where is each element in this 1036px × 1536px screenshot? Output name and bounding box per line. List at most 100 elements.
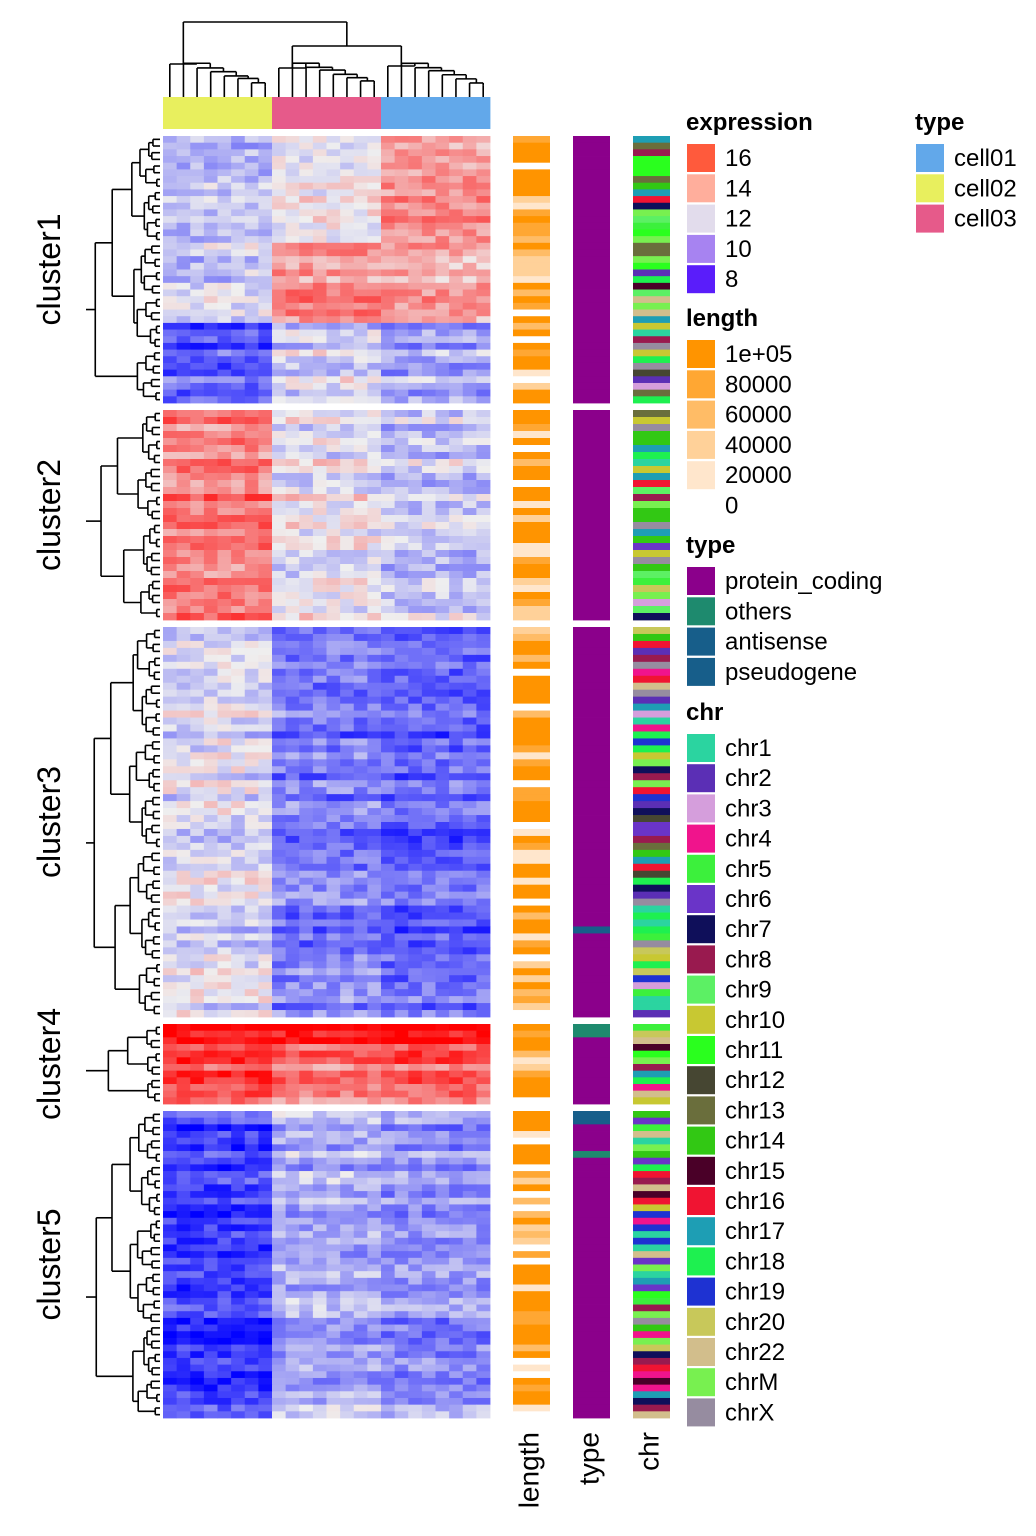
heatmap-cell — [476, 1084, 491, 1092]
heatmap-cell — [190, 640, 205, 649]
heatmap-cell — [353, 536, 368, 544]
heatmap-cell — [258, 849, 273, 858]
heatmap-cell — [476, 571, 491, 579]
heatmap-cell — [476, 606, 491, 614]
heatmap-cell — [326, 452, 341, 460]
heatmap-cell — [217, 389, 232, 397]
heatmap-cell — [299, 156, 314, 164]
heatmap-cell — [272, 382, 287, 391]
heatmap-cell — [231, 863, 246, 872]
heatmap-cell — [163, 606, 178, 614]
heatmap-cell — [176, 1097, 191, 1105]
heatmap-cell — [231, 356, 246, 364]
heatmap-cell — [163, 162, 178, 170]
heatmap-cell — [421, 336, 436, 344]
heatmap-cell — [462, 1371, 477, 1379]
heatmap-cell — [299, 968, 314, 976]
heatmap-cell — [381, 536, 396, 544]
heatmap-cell — [449, 759, 464, 767]
heatmap-cell — [163, 1304, 178, 1312]
heatmap-cell — [340, 745, 355, 753]
heatmap-cell — [367, 1137, 382, 1145]
heatmap-cell — [203, 136, 218, 144]
heatmap-cell — [285, 459, 300, 467]
heatmap-cell — [217, 1231, 232, 1239]
heatmap-cell — [367, 1277, 382, 1285]
heatmap-cell — [258, 316, 273, 324]
heatmap-cell — [476, 863, 491, 872]
heatmap-cell — [163, 142, 178, 150]
heatmap-cell — [231, 1357, 246, 1365]
heatmap-cell — [258, 863, 273, 872]
heatmap-cell — [462, 891, 477, 899]
heatmap-cell — [462, 954, 477, 962]
heatmap-cell — [299, 703, 314, 711]
heatmap-cell — [353, 1324, 368, 1332]
heatmap-cell — [435, 724, 450, 732]
heatmap-cell — [381, 968, 396, 976]
heatmap-cell — [244, 1197, 259, 1205]
heatmap-cell — [244, 1217, 259, 1225]
heatmap-cell — [394, 863, 409, 872]
heatmap-cell — [421, 759, 436, 767]
heatmap-cell — [408, 209, 423, 217]
heatmap-cell — [394, 633, 409, 642]
heatmap-cell — [476, 1010, 491, 1018]
heatmap-cell — [353, 269, 368, 277]
heatmap-cell — [421, 947, 436, 955]
heatmap-cell — [421, 689, 436, 698]
heatmap-cell — [449, 919, 464, 927]
heatmap-cell — [381, 808, 396, 816]
heatmap-cell — [421, 961, 436, 969]
heatmap-cell — [381, 431, 396, 439]
heatmap-cell — [285, 933, 300, 941]
heatmap-cell — [421, 1050, 436, 1058]
heatmap-cell — [381, 417, 396, 425]
heatmap-cell — [449, 396, 464, 404]
heatmap-cell — [394, 1010, 409, 1018]
heatmap-cell — [299, 389, 314, 397]
heatmap-cell — [203, 947, 218, 955]
heatmap-cell — [285, 189, 300, 197]
heatmap-cell — [449, 1191, 464, 1199]
heatmap-cell — [476, 222, 491, 230]
heatmap-cell — [217, 1264, 232, 1272]
heatmap-cell — [203, 349, 218, 357]
heatmap-cell — [408, 780, 423, 788]
heatmap-cell — [312, 766, 327, 774]
heatmap-cell — [353, 256, 368, 264]
heatmap-cell — [203, 759, 218, 767]
heatmap-cell — [272, 835, 287, 844]
heatmap-cell — [476, 1151, 491, 1159]
heatmap-cell — [476, 682, 491, 691]
heatmap-cell — [244, 1151, 259, 1159]
heatmap-cell — [449, 1324, 464, 1332]
heatmap-cell — [231, 1037, 246, 1045]
heatmap-cell — [462, 222, 477, 230]
heatmap-cell — [231, 1197, 246, 1205]
heatmap-cell — [176, 162, 191, 170]
heatmap-cell — [203, 1251, 218, 1259]
heatmap-cell — [449, 1070, 464, 1078]
heatmap-cell — [381, 189, 396, 197]
heatmap-cell — [272, 961, 287, 969]
heatmap-cell — [435, 898, 450, 906]
heatmap-cell — [217, 269, 232, 277]
heatmap-cell — [231, 236, 246, 244]
heatmap-cell — [299, 1251, 314, 1259]
heatmap-cell — [476, 249, 491, 257]
heatmap-cell — [421, 356, 436, 364]
heatmap-cell — [462, 1284, 477, 1292]
heatmap-cell — [449, 269, 464, 277]
heatmap-cell — [408, 968, 423, 976]
heatmap-cell — [312, 828, 327, 837]
heatmap-cell — [244, 1371, 259, 1379]
heatmap-cell — [258, 1251, 273, 1259]
heatmap-cell — [190, 613, 205, 621]
heatmap-cell — [244, 801, 259, 809]
heatmap-cell — [258, 189, 273, 197]
heatmap-cell — [435, 1264, 450, 1272]
heatmap-cell — [312, 176, 327, 184]
heatmap-cell — [326, 856, 341, 865]
heatmap-cell — [326, 592, 341, 600]
